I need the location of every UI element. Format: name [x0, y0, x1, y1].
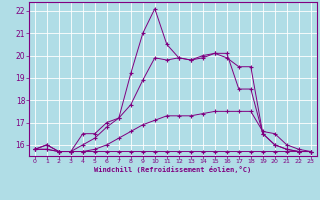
X-axis label: Windchill (Refroidissement éolien,°C): Windchill (Refroidissement éolien,°C) — [94, 166, 252, 173]
